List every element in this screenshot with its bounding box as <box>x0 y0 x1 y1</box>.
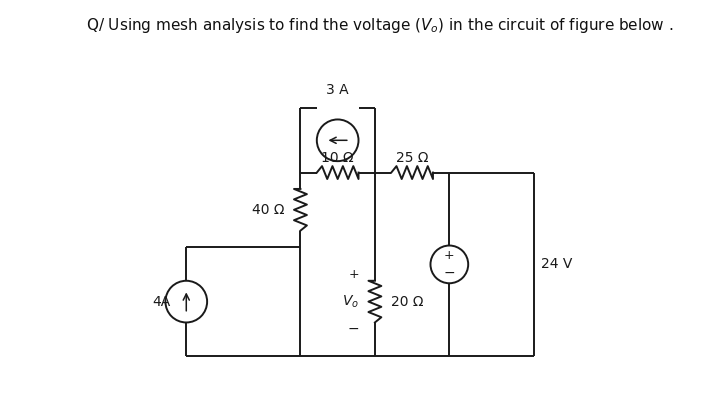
Text: 24 V: 24 V <box>541 257 572 271</box>
Text: $V_o$: $V_o$ <box>342 293 359 310</box>
Text: 3 A: 3 A <box>326 83 349 97</box>
Text: 40 Ω: 40 Ω <box>252 203 284 217</box>
Text: 4A: 4A <box>152 295 171 309</box>
Text: +: + <box>348 268 359 281</box>
Text: 10 Ω: 10 Ω <box>321 151 354 165</box>
Text: Q/ Using mesh analysis to find the voltage ($V_o$) in the circuit of figure belo: Q/ Using mesh analysis to find the volta… <box>86 16 674 35</box>
Text: 25 Ω: 25 Ω <box>396 151 428 165</box>
Text: −: − <box>444 266 455 280</box>
Text: 20 Ω: 20 Ω <box>391 295 423 309</box>
Text: +: + <box>444 249 454 263</box>
Text: −: − <box>347 322 359 336</box>
